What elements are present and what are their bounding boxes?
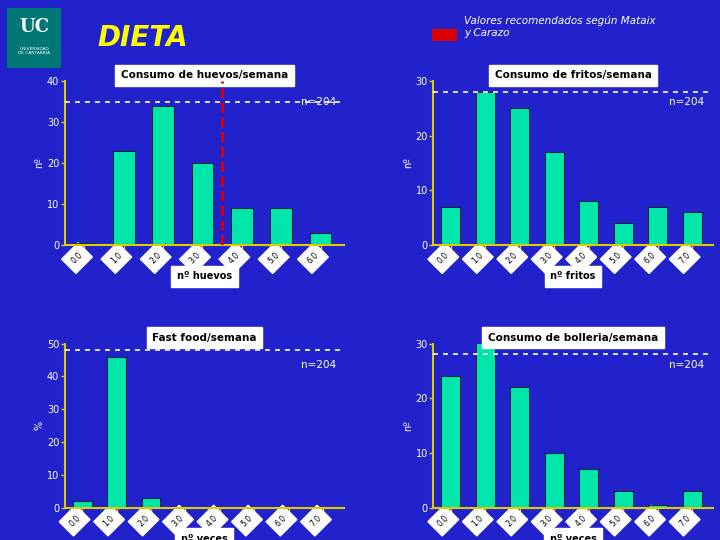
Bar [113,151,135,245]
Bar [441,207,460,245]
Bar [270,208,292,245]
Text: n=204: n=204 [670,360,704,370]
Bar [441,376,460,508]
Bar [510,109,529,245]
Bar [476,305,495,508]
Text: DIETA: DIETA [97,24,188,52]
Bar [245,507,264,508]
Bar [648,207,667,245]
Y-axis label: nº: nº [34,158,44,168]
Bar [476,92,495,245]
Bar [545,152,564,245]
Bar [176,507,195,508]
Bar [73,243,95,245]
Bar [142,498,161,508]
Bar [613,223,633,245]
Title: Fast food/semana: Fast food/semana [152,333,257,343]
Y-axis label: nº: nº [402,420,413,431]
Bar [545,453,564,508]
Text: n=204: n=204 [670,97,704,107]
Bar [231,208,253,245]
Y-axis label: %: % [34,421,44,430]
Title: Consumo de bolleria/semana: Consumo de bolleria/semana [488,333,658,343]
Y-axis label: nº: nº [402,158,413,168]
Bar [683,491,701,508]
Bar [210,507,230,508]
Bar [579,469,598,508]
Bar [279,507,298,508]
Bar [613,491,633,508]
Bar [192,163,213,245]
Text: n=204: n=204 [301,360,336,370]
Title: Consumo de fritos/semana: Consumo de fritos/semana [495,70,652,80]
Text: n=204: n=204 [301,97,336,107]
Bar [153,106,174,245]
Title: Consumo de huevos/semana: Consumo de huevos/semana [121,70,288,80]
Bar [107,356,126,508]
Text: UNIVERSIDAD
DE CANTABRIA: UNIVERSIDAD DE CANTABRIA [18,46,50,55]
Bar [510,387,529,508]
Bar [683,212,701,245]
X-axis label: nº veces: nº veces [181,534,228,540]
Bar [648,505,667,508]
Bar [314,507,333,508]
Bar [73,501,91,508]
X-axis label: nº huevos: nº huevos [177,271,232,281]
Bar [579,201,598,245]
X-axis label: nº veces: nº veces [549,534,597,540]
Bar [310,233,331,245]
Text: UC: UC [19,18,49,36]
X-axis label: nº fritos: nº fritos [551,271,596,281]
Text: Valores recomendados según Mataix
y Carazo: Valores recomendados según Mataix y Cara… [464,16,656,38]
